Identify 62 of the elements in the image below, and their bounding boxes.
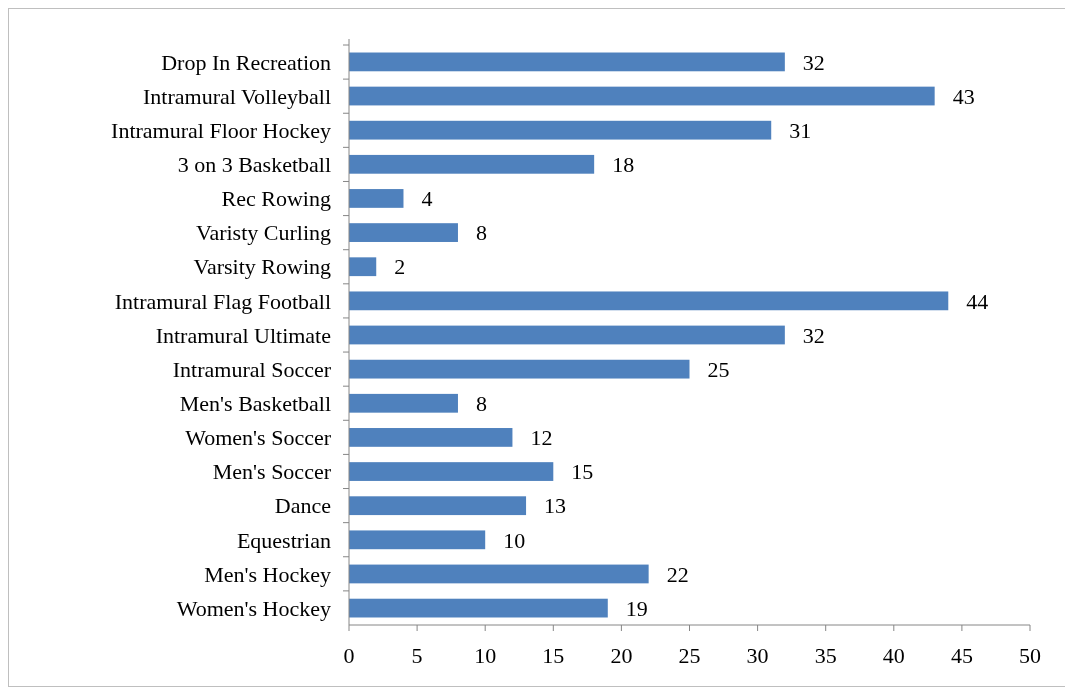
bar	[349, 325, 785, 345]
data-label: 12	[530, 425, 553, 451]
bar	[349, 496, 527, 516]
x-tick-label: 25	[678, 643, 701, 668]
y-tick-label: Intramural Ultimate	[155, 322, 331, 348]
bar	[349, 462, 554, 481]
bar	[349, 120, 772, 140]
x-tick-label: 40	[882, 643, 905, 668]
data-label: 22	[666, 561, 689, 587]
data-label: 19	[625, 595, 648, 621]
data-label: 18	[612, 152, 635, 178]
bar	[349, 530, 486, 550]
bar	[349, 257, 377, 277]
data-label: 43	[952, 83, 975, 109]
data-label: 2	[394, 254, 406, 280]
y-tick-label: Men's Soccer	[212, 459, 332, 485]
bar	[349, 428, 513, 447]
x-tick-label: 10	[474, 643, 497, 668]
y-tick-label: Varisty Curling	[195, 220, 331, 246]
x-tick-label: 35	[814, 643, 837, 668]
x-tick-label: 30	[746, 643, 769, 668]
data-label: 15	[571, 459, 594, 485]
bar	[349, 52, 785, 72]
y-tick-label: Intramural Soccer	[172, 356, 332, 382]
x-tick-label: 45	[950, 643, 973, 668]
y-tick-label: Men's Basketball	[179, 390, 331, 416]
data-label: 32	[802, 49, 825, 75]
bar	[349, 564, 649, 584]
x-tick-label: 20	[610, 643, 633, 668]
bar	[349, 223, 458, 242]
y-tick-label: Women's Hockey	[176, 595, 331, 621]
x-tick-label: 50	[1019, 643, 1041, 668]
data-label: 8	[475, 220, 487, 246]
y-tick-label: Intramural Flag Football	[114, 288, 331, 314]
bar	[349, 359, 690, 379]
data-label: 10	[503, 527, 526, 553]
bar	[349, 291, 949, 311]
data-label: 25	[707, 356, 730, 382]
bar	[349, 393, 458, 413]
y-tick-label: Equestrian	[236, 527, 331, 553]
data-label: 31	[789, 117, 812, 143]
data-label: 4	[421, 186, 433, 212]
y-tick-label: Intramural Volleyball	[143, 83, 331, 109]
x-tick-label: 15	[542, 643, 565, 668]
data-label: 32	[802, 322, 825, 348]
x-tick-label: 5	[411, 643, 423, 668]
y-tick-label: Varsity Rowing	[193, 254, 331, 280]
y-tick-label: Dance	[274, 493, 331, 519]
y-tick-label: 3 on 3 Basketball	[177, 152, 331, 178]
x-tick-label: 0	[343, 643, 355, 668]
data-label: 8	[475, 390, 487, 416]
y-tick-label: Rec Rowing	[221, 186, 331, 212]
bar	[349, 86, 935, 106]
data-label: 44	[966, 288, 989, 314]
bar	[349, 598, 608, 618]
bar	[349, 154, 595, 174]
data-label: 13	[544, 493, 567, 519]
bar	[349, 189, 404, 208]
y-tick-label: Men's Hockey	[204, 561, 331, 587]
y-tick-label: Drop In Recreation	[161, 49, 331, 75]
y-tick-label: Women's Soccer	[185, 425, 332, 451]
y-tick-label: Intramural Floor Hockey	[111, 117, 331, 143]
